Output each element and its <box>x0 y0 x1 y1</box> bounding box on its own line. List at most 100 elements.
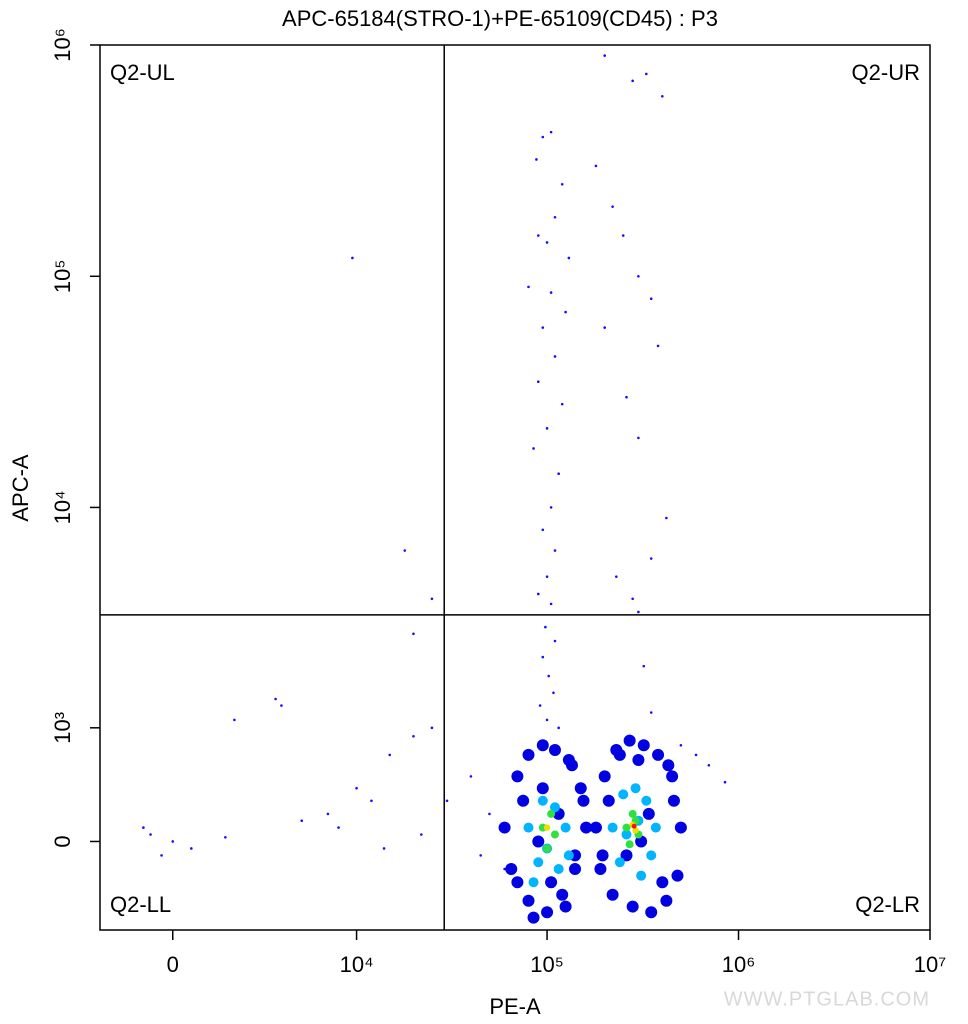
x-tick-label: 10⁴ <box>340 952 374 977</box>
data-point <box>527 285 530 289</box>
data-point <box>274 697 277 701</box>
data-point <box>636 870 647 881</box>
x-tick-label: 10⁶ <box>722 952 756 977</box>
data-point <box>190 847 193 850</box>
data-point <box>527 911 540 924</box>
plot-frame <box>99 44 931 931</box>
y-axis-label: APC-A <box>8 454 33 522</box>
data-point <box>564 310 567 314</box>
data-point <box>602 794 615 807</box>
data-point <box>351 256 354 260</box>
data-point <box>577 794 590 807</box>
data-point <box>511 876 524 889</box>
data-point <box>656 344 660 348</box>
data-point <box>388 753 392 757</box>
data-point <box>469 775 473 778</box>
data-point <box>403 549 407 552</box>
data-point <box>538 704 542 707</box>
data-point <box>625 840 634 849</box>
data-point <box>694 753 698 757</box>
data-point <box>606 888 619 901</box>
data-point <box>300 819 304 822</box>
data-point <box>547 674 550 678</box>
data-point <box>560 182 564 186</box>
data-point <box>566 759 579 772</box>
data-point <box>149 833 152 836</box>
data-point <box>553 549 557 552</box>
data-point <box>553 215 557 219</box>
data-point <box>430 726 434 730</box>
data-point <box>498 821 511 834</box>
data-point <box>642 807 655 820</box>
data-point <box>598 770 611 783</box>
data-point <box>580 821 593 834</box>
data-point <box>649 711 653 714</box>
data-point <box>541 655 545 659</box>
data-point <box>618 789 629 800</box>
data-point <box>543 844 552 853</box>
data-point <box>533 857 544 868</box>
data-point <box>631 597 634 601</box>
data-point <box>545 718 549 722</box>
data-point <box>632 754 645 767</box>
data-point <box>630 783 641 794</box>
data-point <box>667 794 680 807</box>
data-point <box>545 876 558 889</box>
data-point <box>488 812 491 816</box>
data-point <box>445 799 449 803</box>
data-point <box>171 840 175 843</box>
data-point <box>621 234 625 237</box>
quadrant-label: Q2-LL <box>110 892 171 917</box>
data-point <box>535 158 538 161</box>
data-point <box>142 826 145 829</box>
y-tick-label: 10³ <box>50 712 75 744</box>
data-point <box>337 826 340 829</box>
y-tick-label: 10⁶ <box>50 28 75 62</box>
data-point <box>541 528 545 532</box>
data-point <box>622 823 631 832</box>
data-point <box>662 759 675 772</box>
data-point <box>661 95 664 98</box>
data-point <box>541 326 545 329</box>
data-point <box>370 799 373 803</box>
data-point <box>550 830 559 839</box>
data-point <box>412 734 415 738</box>
data-point <box>523 822 534 833</box>
data-point <box>637 739 650 752</box>
data-point <box>547 809 556 818</box>
data-point <box>522 894 535 907</box>
data-point <box>553 355 557 358</box>
data-point <box>560 402 564 406</box>
data-point <box>537 795 548 806</box>
data-point <box>541 135 545 139</box>
data-point <box>563 850 574 861</box>
data-point <box>620 849 633 862</box>
data-point <box>567 256 571 260</box>
data-point <box>536 592 540 596</box>
data-point <box>545 427 549 430</box>
data-point <box>645 906 658 919</box>
data-point <box>679 743 683 747</box>
x-tick-label: 10⁵ <box>530 952 564 977</box>
data-point <box>641 795 652 806</box>
data-point <box>603 326 606 329</box>
data-point <box>544 625 547 629</box>
data-point <box>549 802 560 813</box>
data-point <box>649 297 653 300</box>
data-point <box>589 821 602 834</box>
data-point <box>632 827 639 834</box>
chart-title: APC-65184(STRO-1)+PE-65109(CD45) : P3 <box>282 6 718 31</box>
data-point <box>611 205 614 208</box>
data-point <box>532 835 545 848</box>
data-point <box>280 704 283 707</box>
data-point <box>594 863 607 876</box>
data-point <box>623 734 636 747</box>
data-point <box>637 274 640 278</box>
data-point <box>642 664 646 668</box>
data-point <box>707 763 711 767</box>
data-point <box>631 823 637 829</box>
data-point <box>666 770 679 783</box>
data-point <box>382 847 386 850</box>
data-point <box>549 130 553 134</box>
quadrant-label: Q2-LR <box>855 892 920 917</box>
